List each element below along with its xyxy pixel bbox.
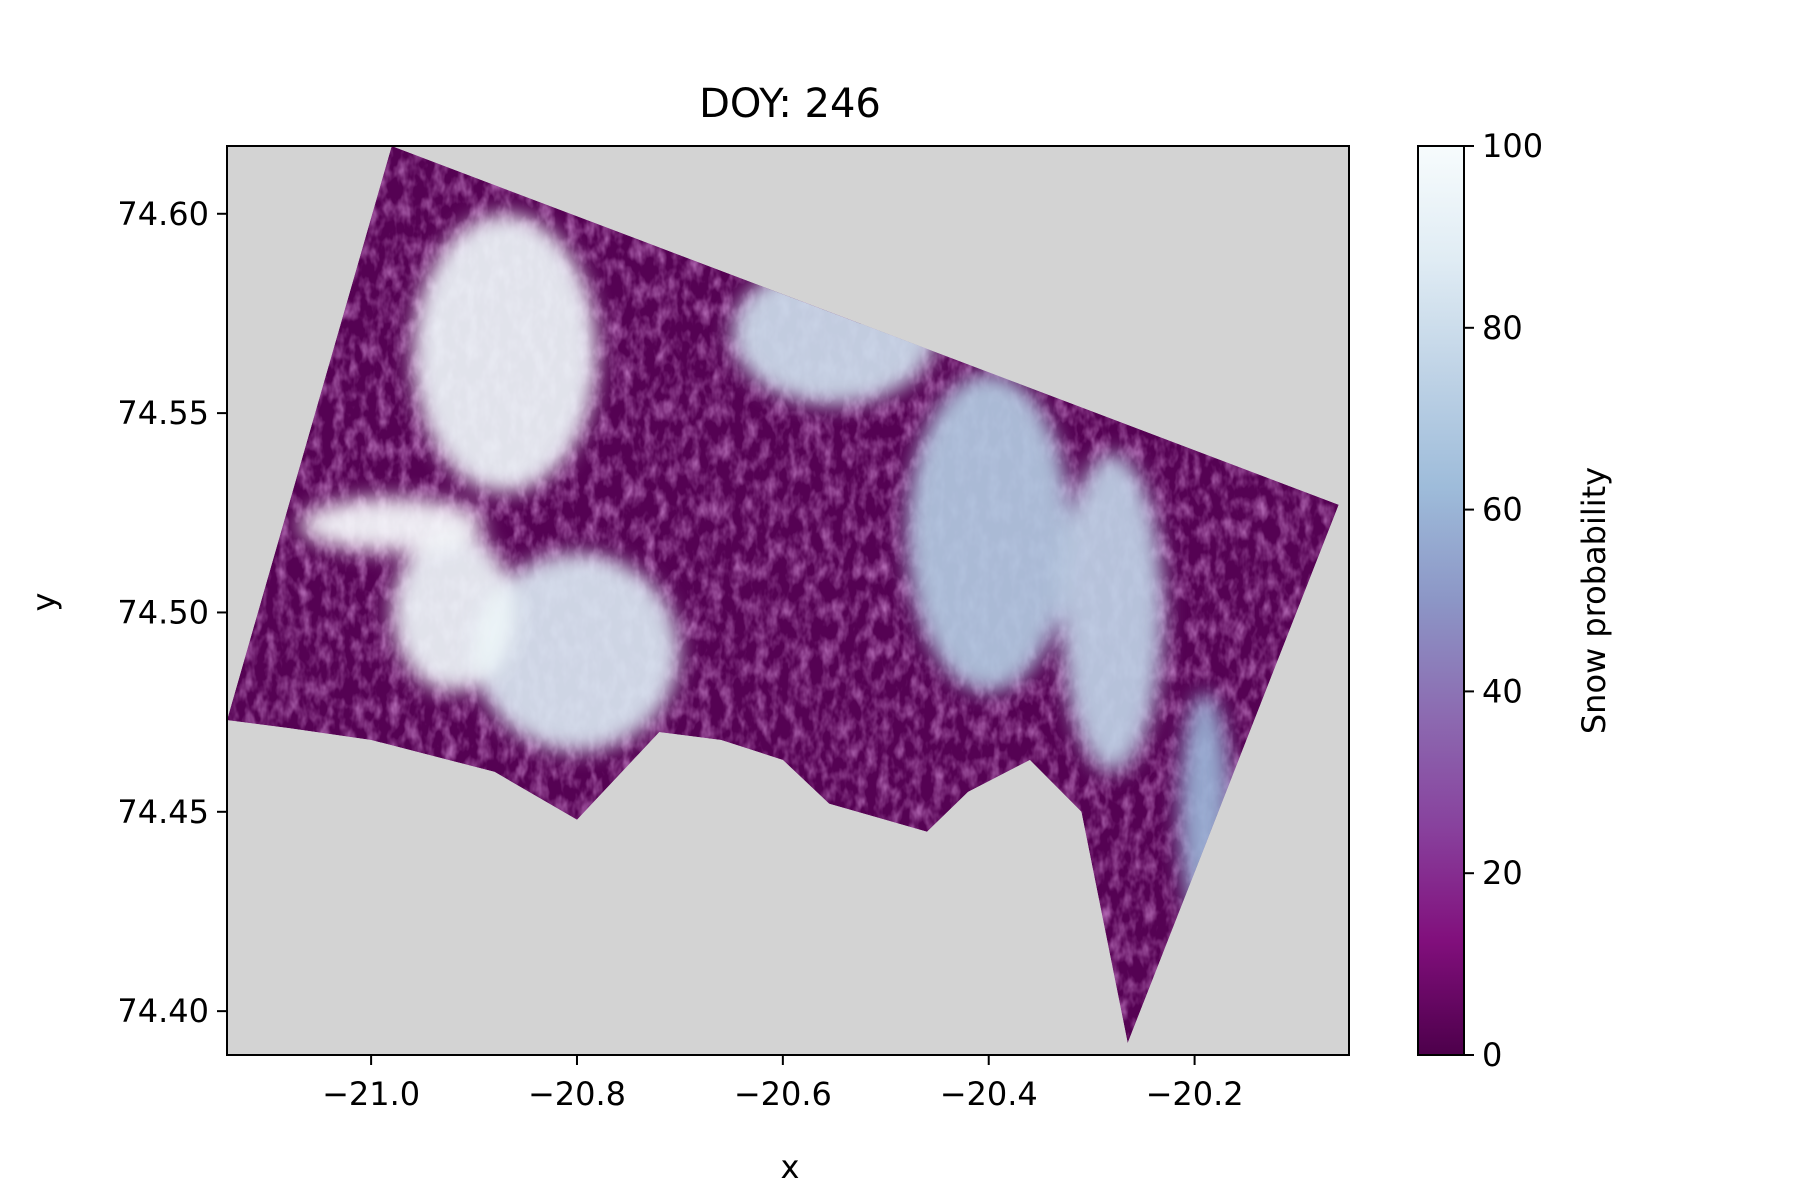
snow-region — [474, 552, 680, 752]
colorbar-tick-label: 0 — [1482, 1036, 1502, 1074]
y-tick-label: 74.55 — [117, 394, 209, 432]
y-tick-label: 74.50 — [117, 593, 209, 631]
colorbar-tick-label: 80 — [1482, 309, 1523, 347]
plot-area: −21.0 −20.8 −20.6 −20.4 −20.2 74.40 74.45 74.5… — [117, 145, 1350, 1113]
x-tick-label: −20.2 — [1146, 1075, 1244, 1113]
snow-region — [1060, 452, 1164, 772]
colorbar-frame — [1417, 145, 1465, 1056]
snow-region — [906, 373, 1072, 693]
chart-title: DOY: 246 — [699, 81, 881, 127]
x-axis-label: x — [781, 1148, 800, 1186]
colorbar-ticks: 0 20 40 60 80 100 — [1464, 127, 1543, 1074]
y-tick-label: 74.60 — [117, 195, 209, 233]
x-tick-label: −20.4 — [940, 1075, 1038, 1113]
colorbar-fill — [1418, 146, 1464, 1055]
x-ticks: −21.0 −20.8 −20.6 −20.4 −20.2 — [322, 1055, 1244, 1113]
snow-region — [391, 532, 516, 693]
colorbar-tick-label: 100 — [1482, 127, 1543, 165]
colorbar: 0 20 40 60 80 100 Snow probability — [1417, 127, 1613, 1074]
y-tick-label: 74.45 — [117, 793, 209, 831]
x-tick-label: −20.6 — [734, 1075, 832, 1113]
colorbar-tick-label: 20 — [1482, 854, 1523, 892]
colorbar-label: Snow probability — [1575, 467, 1613, 734]
y-axis-label: y — [25, 593, 63, 612]
colorbar-tick-label: 40 — [1482, 672, 1523, 710]
x-tick-label: −21.0 — [322, 1075, 420, 1113]
y-tick-label: 74.40 — [117, 992, 209, 1030]
colorbar-tick-label: 60 — [1482, 491, 1523, 529]
snow-region — [412, 213, 598, 493]
y-ticks: 74.40 74.45 74.50 74.55 74.60 — [117, 195, 227, 1030]
plot-frame — [226, 145, 1350, 1056]
snow-region — [299, 496, 485, 553]
x-tick-label: −20.8 — [528, 1075, 626, 1113]
